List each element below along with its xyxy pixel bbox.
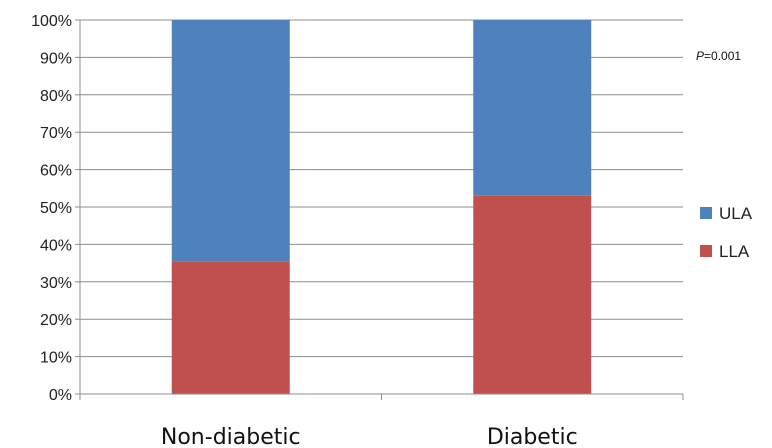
bars <box>171 20 592 394</box>
axes: 0% 10% 20% 30% 40% 50% 60% 70% 80% 90% 100% Non-dia… <box>31 13 684 448</box>
y-tick-label: 30% <box>40 275 72 292</box>
legend-label-lla: LLA <box>719 242 750 261</box>
bar-ula-0 <box>171 20 290 262</box>
y-tick-label: 70% <box>40 125 72 142</box>
legend-swatch-lla <box>700 245 712 257</box>
y-tick-label: 10% <box>40 350 72 367</box>
legend: ULA LLA <box>700 204 753 261</box>
y-tick-label: 50% <box>40 200 72 217</box>
y-tick-label: 60% <box>40 163 72 180</box>
y-tick-label: 40% <box>40 237 72 254</box>
y-tick-label: 20% <box>40 312 72 329</box>
bar-lla-1 <box>473 195 592 394</box>
y-tick-label: 80% <box>40 88 72 105</box>
p-value-symbol: P <box>696 49 704 63</box>
x-category-label: Diabetic <box>487 425 578 448</box>
p-value-text: =0.001 <box>704 49 741 63</box>
bar-ula-1 <box>473 20 592 196</box>
y-tick-label: 100% <box>31 13 72 30</box>
gridlines <box>80 19 683 358</box>
y-tick-label: 0% <box>49 387 72 404</box>
x-category-label: Non-diabetic <box>161 425 301 448</box>
legend-label-ula: ULA <box>719 204 753 223</box>
bar-lla-0 <box>171 261 290 394</box>
y-tick-label: 90% <box>40 50 72 67</box>
legend-swatch-ula <box>700 207 712 219</box>
p-value-annotation: P=0.001 <box>696 49 741 63</box>
